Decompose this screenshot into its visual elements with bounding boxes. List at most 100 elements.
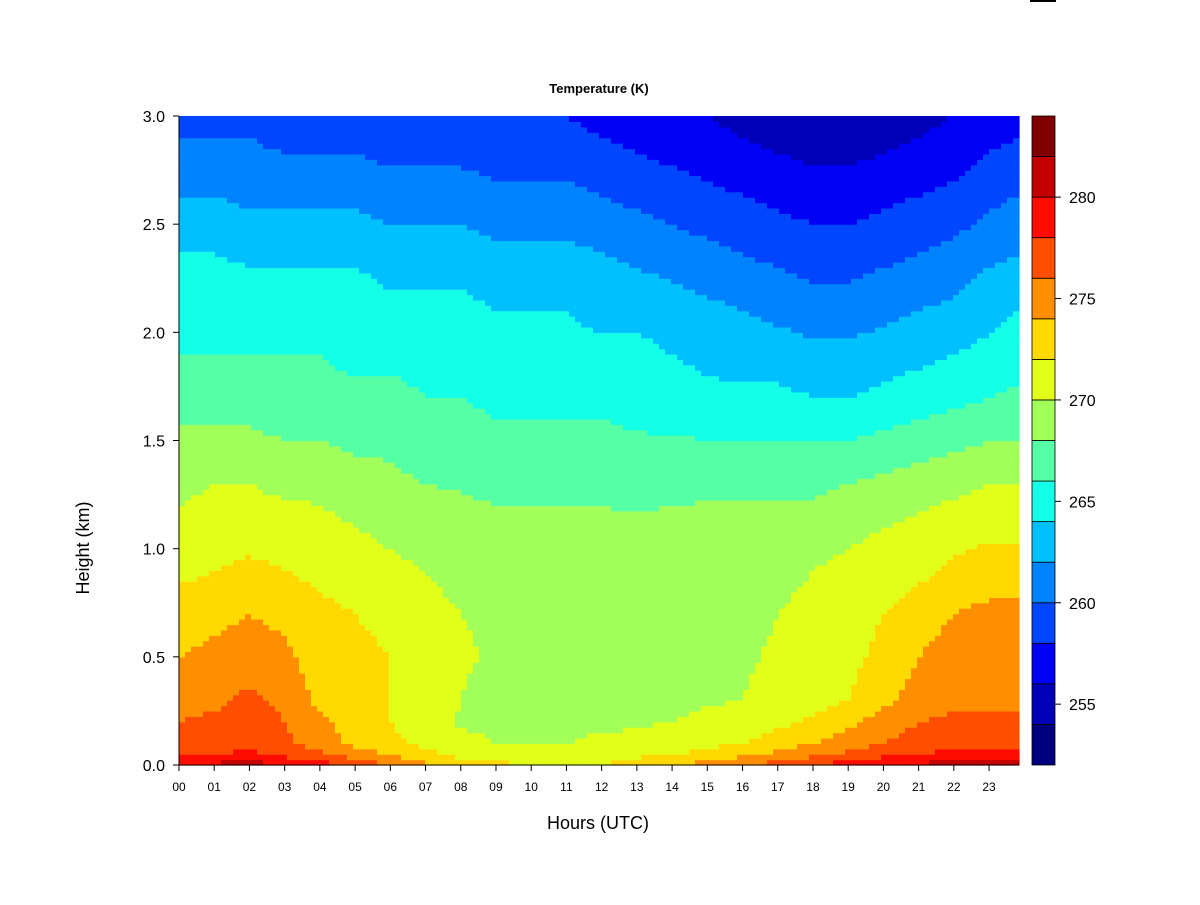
heatmap-cell bbox=[353, 402, 360, 409]
heatmap-cell bbox=[185, 213, 192, 220]
heatmap-cell bbox=[389, 332, 396, 339]
heatmap-cell bbox=[359, 116, 366, 123]
heatmap-cell bbox=[365, 391, 372, 398]
heatmap-cell bbox=[179, 370, 186, 377]
heatmap-cell bbox=[257, 472, 264, 479]
heatmap-cell bbox=[353, 505, 360, 512]
heatmap-cell bbox=[287, 186, 294, 193]
heatmap-cell bbox=[419, 245, 426, 252]
heatmap-cell bbox=[359, 408, 366, 415]
heatmap-cell bbox=[305, 445, 312, 452]
heatmap-cell bbox=[221, 689, 228, 696]
heatmap-cell bbox=[233, 353, 240, 360]
heatmap-cell bbox=[257, 283, 264, 290]
heatmap-cell bbox=[371, 678, 378, 685]
heatmap-cell bbox=[269, 646, 276, 653]
heatmap-cell bbox=[329, 283, 336, 290]
heatmap-cell bbox=[245, 153, 252, 160]
heatmap-cell bbox=[413, 256, 420, 263]
heatmap-cell bbox=[359, 694, 366, 701]
heatmap-cell bbox=[395, 316, 402, 323]
heatmap-cell bbox=[251, 608, 258, 615]
heatmap-cell bbox=[263, 267, 270, 274]
heatmap-cell bbox=[305, 202, 312, 209]
heatmap-cell bbox=[269, 294, 276, 301]
heatmap-cell bbox=[209, 662, 216, 669]
heatmap-cell bbox=[227, 148, 234, 155]
heatmap-cell bbox=[269, 170, 276, 177]
heatmap-cell bbox=[299, 472, 306, 479]
heatmap-cell bbox=[377, 413, 384, 420]
heatmap-cell bbox=[209, 224, 216, 231]
heatmap-cell bbox=[203, 143, 210, 150]
heatmap-cell bbox=[197, 343, 204, 350]
heatmap-cell bbox=[419, 489, 426, 496]
heatmap-cell bbox=[395, 153, 402, 160]
heatmap-cell bbox=[287, 705, 294, 712]
heatmap-cell bbox=[215, 451, 222, 458]
heatmap-cell bbox=[209, 748, 216, 755]
heatmap-cell bbox=[203, 591, 210, 598]
heatmap-cell bbox=[281, 229, 288, 236]
heatmap-cell bbox=[257, 591, 264, 598]
heatmap-cell bbox=[191, 602, 198, 609]
heatmap-cell bbox=[341, 467, 348, 474]
heatmap-cell bbox=[341, 126, 348, 133]
heatmap-cell bbox=[287, 321, 294, 328]
heatmap-cell bbox=[281, 283, 288, 290]
heatmap-cell bbox=[341, 397, 348, 404]
heatmap-cell bbox=[239, 559, 246, 566]
heatmap-cell bbox=[359, 754, 366, 761]
heatmap-cell bbox=[335, 418, 342, 425]
heatmap-cell bbox=[323, 581, 330, 588]
heatmap-cell bbox=[419, 673, 426, 680]
heatmap-cell bbox=[359, 700, 366, 707]
heatmap-cell bbox=[377, 532, 384, 539]
heatmap-cell bbox=[263, 581, 270, 588]
heatmap-cell bbox=[179, 489, 186, 496]
heatmap-cell bbox=[341, 618, 348, 625]
heatmap-cell bbox=[371, 402, 378, 409]
heatmap-cell bbox=[305, 424, 312, 431]
heatmap-cell bbox=[335, 353, 342, 360]
heatmap-cell bbox=[233, 472, 240, 479]
heatmap-cell bbox=[275, 256, 282, 263]
heatmap-cell bbox=[251, 667, 258, 674]
heatmap-cell bbox=[353, 375, 360, 382]
heatmap-cell bbox=[227, 424, 234, 431]
heatmap-cell bbox=[395, 348, 402, 355]
heatmap-cell bbox=[425, 445, 432, 452]
heatmap-cell bbox=[233, 137, 240, 144]
heatmap-cell bbox=[185, 126, 192, 133]
heatmap-cell bbox=[407, 624, 414, 631]
heatmap-cell bbox=[323, 435, 330, 442]
heatmap-cell bbox=[413, 245, 420, 252]
heatmap-cell bbox=[251, 337, 258, 344]
heatmap-cell bbox=[197, 646, 204, 653]
heatmap-cell bbox=[329, 629, 336, 636]
heatmap-cell bbox=[383, 289, 390, 296]
heatmap-cell bbox=[413, 386, 420, 393]
heatmap-cell bbox=[221, 294, 228, 301]
heatmap-cell bbox=[251, 602, 258, 609]
heatmap-cell bbox=[353, 467, 360, 474]
heatmap-cell bbox=[395, 402, 402, 409]
heatmap-cell bbox=[371, 164, 378, 171]
heatmap-cell bbox=[341, 667, 348, 674]
heatmap-cell bbox=[317, 656, 324, 663]
heatmap-cell bbox=[263, 429, 270, 436]
heatmap-cell bbox=[281, 543, 288, 550]
heatmap-cell bbox=[227, 272, 234, 279]
heatmap-cell bbox=[251, 191, 258, 198]
heatmap-cell bbox=[425, 710, 432, 717]
heatmap-cell bbox=[191, 743, 198, 750]
heatmap-cell bbox=[251, 283, 258, 290]
heatmap-cell bbox=[329, 451, 336, 458]
heatmap-cell bbox=[209, 456, 216, 463]
heatmap-cell bbox=[185, 754, 192, 761]
heatmap-cell bbox=[419, 721, 426, 728]
heatmap-cell bbox=[377, 326, 384, 333]
heatmap-cell bbox=[395, 705, 402, 712]
heatmap-cell bbox=[311, 489, 318, 496]
heatmap-cell bbox=[221, 229, 228, 236]
